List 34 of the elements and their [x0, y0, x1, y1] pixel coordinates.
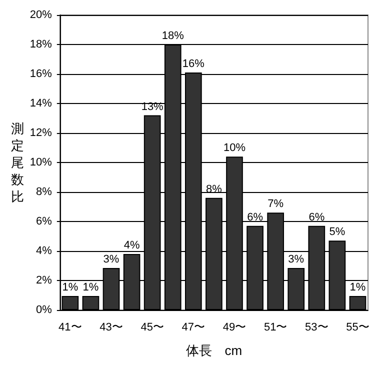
y-tick-label: 2% [36, 274, 52, 286]
y-tick-label: 18% [30, 38, 52, 50]
y-tick-label: 6% [36, 216, 52, 228]
data-label: 3% [103, 253, 120, 266]
data-label: 4% [124, 239, 140, 252]
x-tick-label: 41〜 [58, 322, 82, 334]
y-tick-label: 14% [30, 98, 52, 110]
x-tick-label: 47〜 [182, 322, 206, 334]
data-label: 16% [182, 58, 205, 70]
x-tick-label: 43〜 [100, 322, 123, 334]
y-tick-label: 4% [36, 245, 52, 257]
y-tick-label: 8% [36, 186, 52, 198]
data-label: 6% [247, 211, 264, 224]
y-tick-label: 10% [30, 156, 52, 168]
x-axis-title: 体長 cm [186, 343, 242, 358]
data-label: 1% [350, 281, 366, 294]
data-label: 1% [82, 281, 99, 294]
y-axis-title: 測定尾数比 [11, 121, 24, 204]
y-tick-label: 12% [30, 127, 52, 139]
y-tick-label: 16% [30, 68, 52, 80]
data-label: 18% [162, 30, 184, 42]
data-label: 10% [223, 142, 246, 154]
x-tick-label: 49〜 [222, 322, 246, 334]
data-label: 6% [308, 211, 325, 224]
data-label: 3% [288, 253, 304, 266]
data-label: 1% [62, 281, 78, 294]
data-label: 5% [329, 226, 346, 238]
x-tick-label: 51〜 [264, 322, 288, 334]
x-tick-label: 55〜 [346, 322, 370, 334]
y-tick-label: 0% [36, 304, 52, 316]
x-tick-label: 45〜 [140, 322, 164, 334]
x-tick-label: 53〜 [305, 322, 328, 334]
y-tick-label: 20% [30, 9, 52, 21]
data-label: 7% [268, 198, 284, 210]
